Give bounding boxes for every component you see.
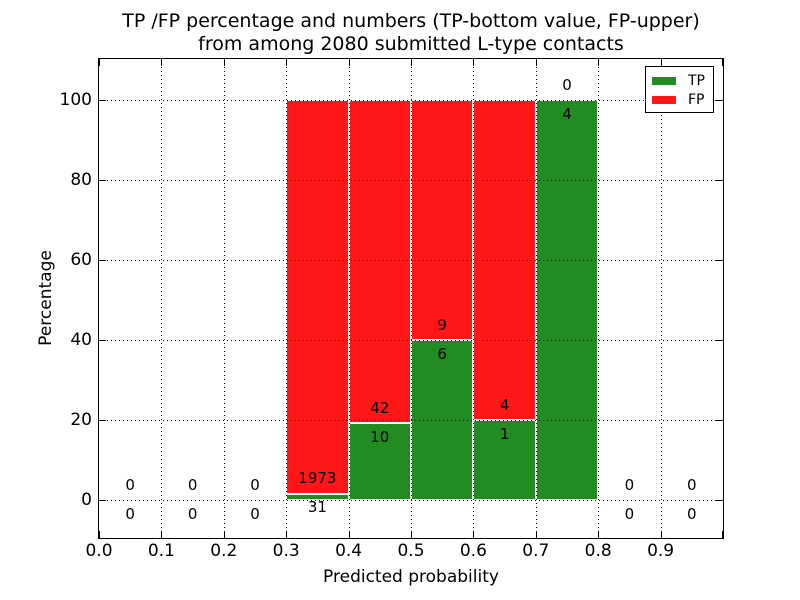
x-tick-mark-top xyxy=(348,59,350,66)
fp-bar-segment xyxy=(411,100,474,340)
x-tick-mark-top xyxy=(161,59,163,66)
tp-bar-segment xyxy=(535,100,599,500)
x-tick-mark xyxy=(99,531,100,538)
legend-label-tp: TP xyxy=(688,72,705,89)
y-tick-mark xyxy=(99,420,106,421)
fp-count-label: 0 xyxy=(687,475,697,494)
gridline-vertical xyxy=(348,59,350,538)
x-tick-mark xyxy=(660,531,662,538)
fp-count-label: 0 xyxy=(187,475,198,494)
x-tick-label: 0.2 xyxy=(210,541,238,561)
x-tick-label: 0.3 xyxy=(272,541,300,561)
x-tick-mark-top xyxy=(411,59,412,66)
tp-count-label: 6 xyxy=(437,344,447,363)
y-tick-mark xyxy=(99,100,106,101)
x-tick-mark-top xyxy=(223,59,225,66)
x-tick-mark-top xyxy=(99,59,100,66)
y-tick-label: 40 xyxy=(70,330,92,350)
x-tick-mark xyxy=(161,531,163,538)
y-tick-label: 100 xyxy=(59,90,92,110)
fp-count-label: 0 xyxy=(562,75,572,94)
tp-count-label: 0 xyxy=(250,504,260,523)
x-tick-label: 0.6 xyxy=(459,541,487,561)
x-axis-label: Predicted probability xyxy=(323,567,499,587)
chart-title-line2: from among 2080 submitted L-type contact… xyxy=(198,32,624,55)
fp-count-label: 0 xyxy=(250,475,260,494)
fp-color-swatch xyxy=(652,95,676,104)
y-tick-mark-right xyxy=(716,500,723,501)
tp-count-label: 10 xyxy=(370,427,390,446)
legend-label-fp: FP xyxy=(688,91,705,108)
y-tick-mark xyxy=(99,180,106,181)
x-tick-mark-top xyxy=(473,59,475,66)
x-tick-label: 0.5 xyxy=(397,541,425,561)
chart-title-line1: TP /FP percentage and numbers (TP-bottom… xyxy=(122,10,700,32)
y-axis-label: Percentage xyxy=(36,250,56,346)
x-tick-label: 0.0 xyxy=(85,541,113,561)
x-tick-mark-top xyxy=(598,59,600,66)
y-tick-label: 80 xyxy=(70,170,92,190)
y-tick-mark xyxy=(99,500,106,501)
gridline-vertical xyxy=(161,59,163,538)
gridline-vertical xyxy=(223,59,225,538)
tp-count-label: 4 xyxy=(562,104,572,123)
x-tick-mark-top xyxy=(286,59,288,66)
y-tick-mark-right xyxy=(716,100,723,101)
x-tick-mark xyxy=(535,531,537,538)
tp-color-swatch xyxy=(652,76,676,85)
fp-count-label: 4 xyxy=(499,395,510,414)
x-tick-label: 0.8 xyxy=(584,541,612,561)
tp-bar-segment xyxy=(473,420,536,500)
fp-count-label: 42 xyxy=(370,398,390,417)
plot-area: 0 0 0 0 0 0 1973 31 42 10 9 6 4 1 0 4 0 0 0 0 xyxy=(98,58,724,539)
x-tick-mark-top xyxy=(660,59,662,66)
legend-entry-fp: FP xyxy=(652,90,713,109)
x-tick-label: 0.9 xyxy=(647,541,675,561)
y-tick-mark-right xyxy=(716,260,723,261)
y-tick-label: 0 xyxy=(81,490,92,510)
gridline-vertical xyxy=(286,59,288,538)
x-tick-label: 0.4 xyxy=(335,541,363,561)
fp-count-label: 0 xyxy=(125,475,135,494)
x-tick-mark xyxy=(598,531,600,538)
y-tick-mark-right xyxy=(716,420,723,421)
y-tick-label: 20 xyxy=(70,410,92,430)
x-tick-mark-top xyxy=(535,59,537,66)
y-tick-mark-right xyxy=(716,340,723,341)
tp-count-label: 31 xyxy=(307,498,327,517)
tp-bar-segment xyxy=(348,423,411,500)
legend: TP FP xyxy=(645,66,714,113)
x-tick-label: 0.1 xyxy=(147,541,175,561)
tp-count-label: 0 xyxy=(125,504,135,523)
x-tick-mark-top xyxy=(722,59,723,66)
y-tick-mark-right xyxy=(716,180,723,181)
x-tick-mark xyxy=(348,531,350,538)
fp-count-label: 1973 xyxy=(298,469,337,488)
x-tick-mark xyxy=(722,531,723,538)
x-tick-mark xyxy=(473,531,475,538)
legend-entry-tp: TP xyxy=(652,71,713,90)
gridline-vertical xyxy=(660,59,662,538)
y-tick-mark xyxy=(99,260,106,261)
tp-count-label: 0 xyxy=(687,504,697,523)
x-tick-mark xyxy=(411,531,412,538)
gridline-vertical xyxy=(411,59,412,538)
tp-count-label: 0 xyxy=(624,504,635,523)
x-tick-mark xyxy=(223,531,225,538)
y-tick-mark xyxy=(99,340,106,341)
tp-count-label: 1 xyxy=(499,424,510,443)
tp-count-label: 0 xyxy=(187,504,198,523)
x-tick-label: 0.7 xyxy=(522,541,550,561)
gridline-vertical xyxy=(473,59,475,538)
fp-count-label: 9 xyxy=(437,315,447,334)
y-tick-label: 60 xyxy=(70,250,92,270)
fp-count-label: 0 xyxy=(624,475,635,494)
gridline-vertical xyxy=(535,59,537,538)
chart-title: TP /FP percentage and numbers (TP-bottom… xyxy=(122,10,700,55)
fp-bar-segment xyxy=(286,100,349,494)
x-tick-mark xyxy=(286,531,288,538)
fp-bar-segment xyxy=(348,100,411,424)
gridline-vertical xyxy=(598,59,600,538)
